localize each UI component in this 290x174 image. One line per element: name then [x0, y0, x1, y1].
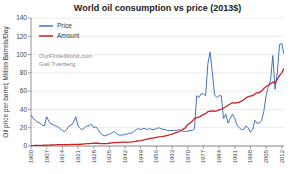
x-tick	[219, 146, 220, 149]
x-tick-label: 1977	[200, 149, 206, 163]
y-tick-label: 0	[23, 142, 27, 149]
title: World oil consumption vs price (2013$)	[74, 3, 241, 13]
series-line	[31, 44, 284, 136]
y-tick	[28, 72, 31, 73]
legend-label: Amount	[57, 32, 80, 39]
y-tick	[28, 54, 31, 55]
x-tick	[125, 146, 126, 149]
x-tick	[172, 146, 173, 149]
y-tick	[28, 36, 31, 37]
x-tick-label: 1942	[122, 149, 128, 163]
y-tick-label: 100	[16, 51, 27, 58]
x-tick	[281, 146, 282, 149]
x-tick-label: 1991	[232, 149, 238, 163]
x-tick	[234, 146, 235, 149]
x-axis-line	[31, 146, 284, 147]
y-axis-line	[31, 18, 32, 146]
grid-line	[31, 72, 284, 73]
x-tick-label: 1963	[169, 149, 175, 163]
y-tick	[28, 18, 31, 19]
x-tick-label: 1935	[106, 149, 112, 163]
x-tick	[140, 146, 141, 149]
x-tick	[250, 146, 251, 149]
x-tick-label: 1984	[216, 149, 222, 163]
x-tick-label: 1928	[91, 149, 97, 163]
grid-line	[31, 146, 284, 147]
x-tick-label: 1921	[75, 149, 81, 163]
x-tick	[78, 146, 79, 149]
plot-area	[31, 44, 284, 146]
series-line	[31, 68, 284, 145]
y-tick	[28, 91, 31, 92]
x-tick	[156, 146, 157, 149]
x-tick-label: 1998	[247, 149, 253, 163]
x-tick-label: 1900	[28, 149, 34, 163]
x-tick	[109, 146, 110, 149]
y-tick-label: 80	[20, 69, 28, 76]
y-tick-label: 40	[20, 106, 28, 113]
x-tick	[266, 146, 267, 149]
x-tick	[203, 146, 204, 149]
x-tick	[62, 146, 63, 149]
y-axis-label: Oil price per barrel; Million Barrels/Da…	[2, 26, 10, 138]
x-tick-label: 2005	[263, 149, 269, 163]
y-tick	[28, 146, 31, 147]
legend-label: Price	[57, 22, 72, 29]
grid-line	[31, 91, 284, 92]
x-tick	[31, 146, 32, 149]
x-tick-label: 2012	[279, 149, 285, 163]
grid-line	[31, 18, 284, 19]
x-tick-label: 1907	[44, 149, 50, 163]
x-tick	[187, 146, 188, 149]
chart: World oil consumption vs price (2013$) Oi…	[0, 0, 290, 174]
x-tick	[46, 146, 47, 149]
x-tick	[93, 146, 94, 149]
grid-line	[31, 109, 284, 110]
x-tick-label: 1956	[153, 149, 159, 163]
y-tick-label: 20	[20, 124, 28, 131]
y-tick	[28, 127, 31, 128]
y-tick	[28, 109, 31, 110]
watermark: OurFiniteWorld.com	[39, 53, 92, 59]
x-tick-label: 1970	[185, 149, 191, 163]
y-tick-label: 140	[16, 14, 27, 21]
x-tick-label: 1914	[59, 149, 65, 163]
legend-swatch	[39, 25, 53, 27]
y-tick-label: 60	[20, 87, 28, 94]
legend-swatch	[39, 35, 53, 37]
watermark: Gail Tverberg	[39, 61, 75, 67]
y-tick-label: 120	[16, 33, 27, 40]
x-tick-label: 1949	[138, 149, 144, 163]
